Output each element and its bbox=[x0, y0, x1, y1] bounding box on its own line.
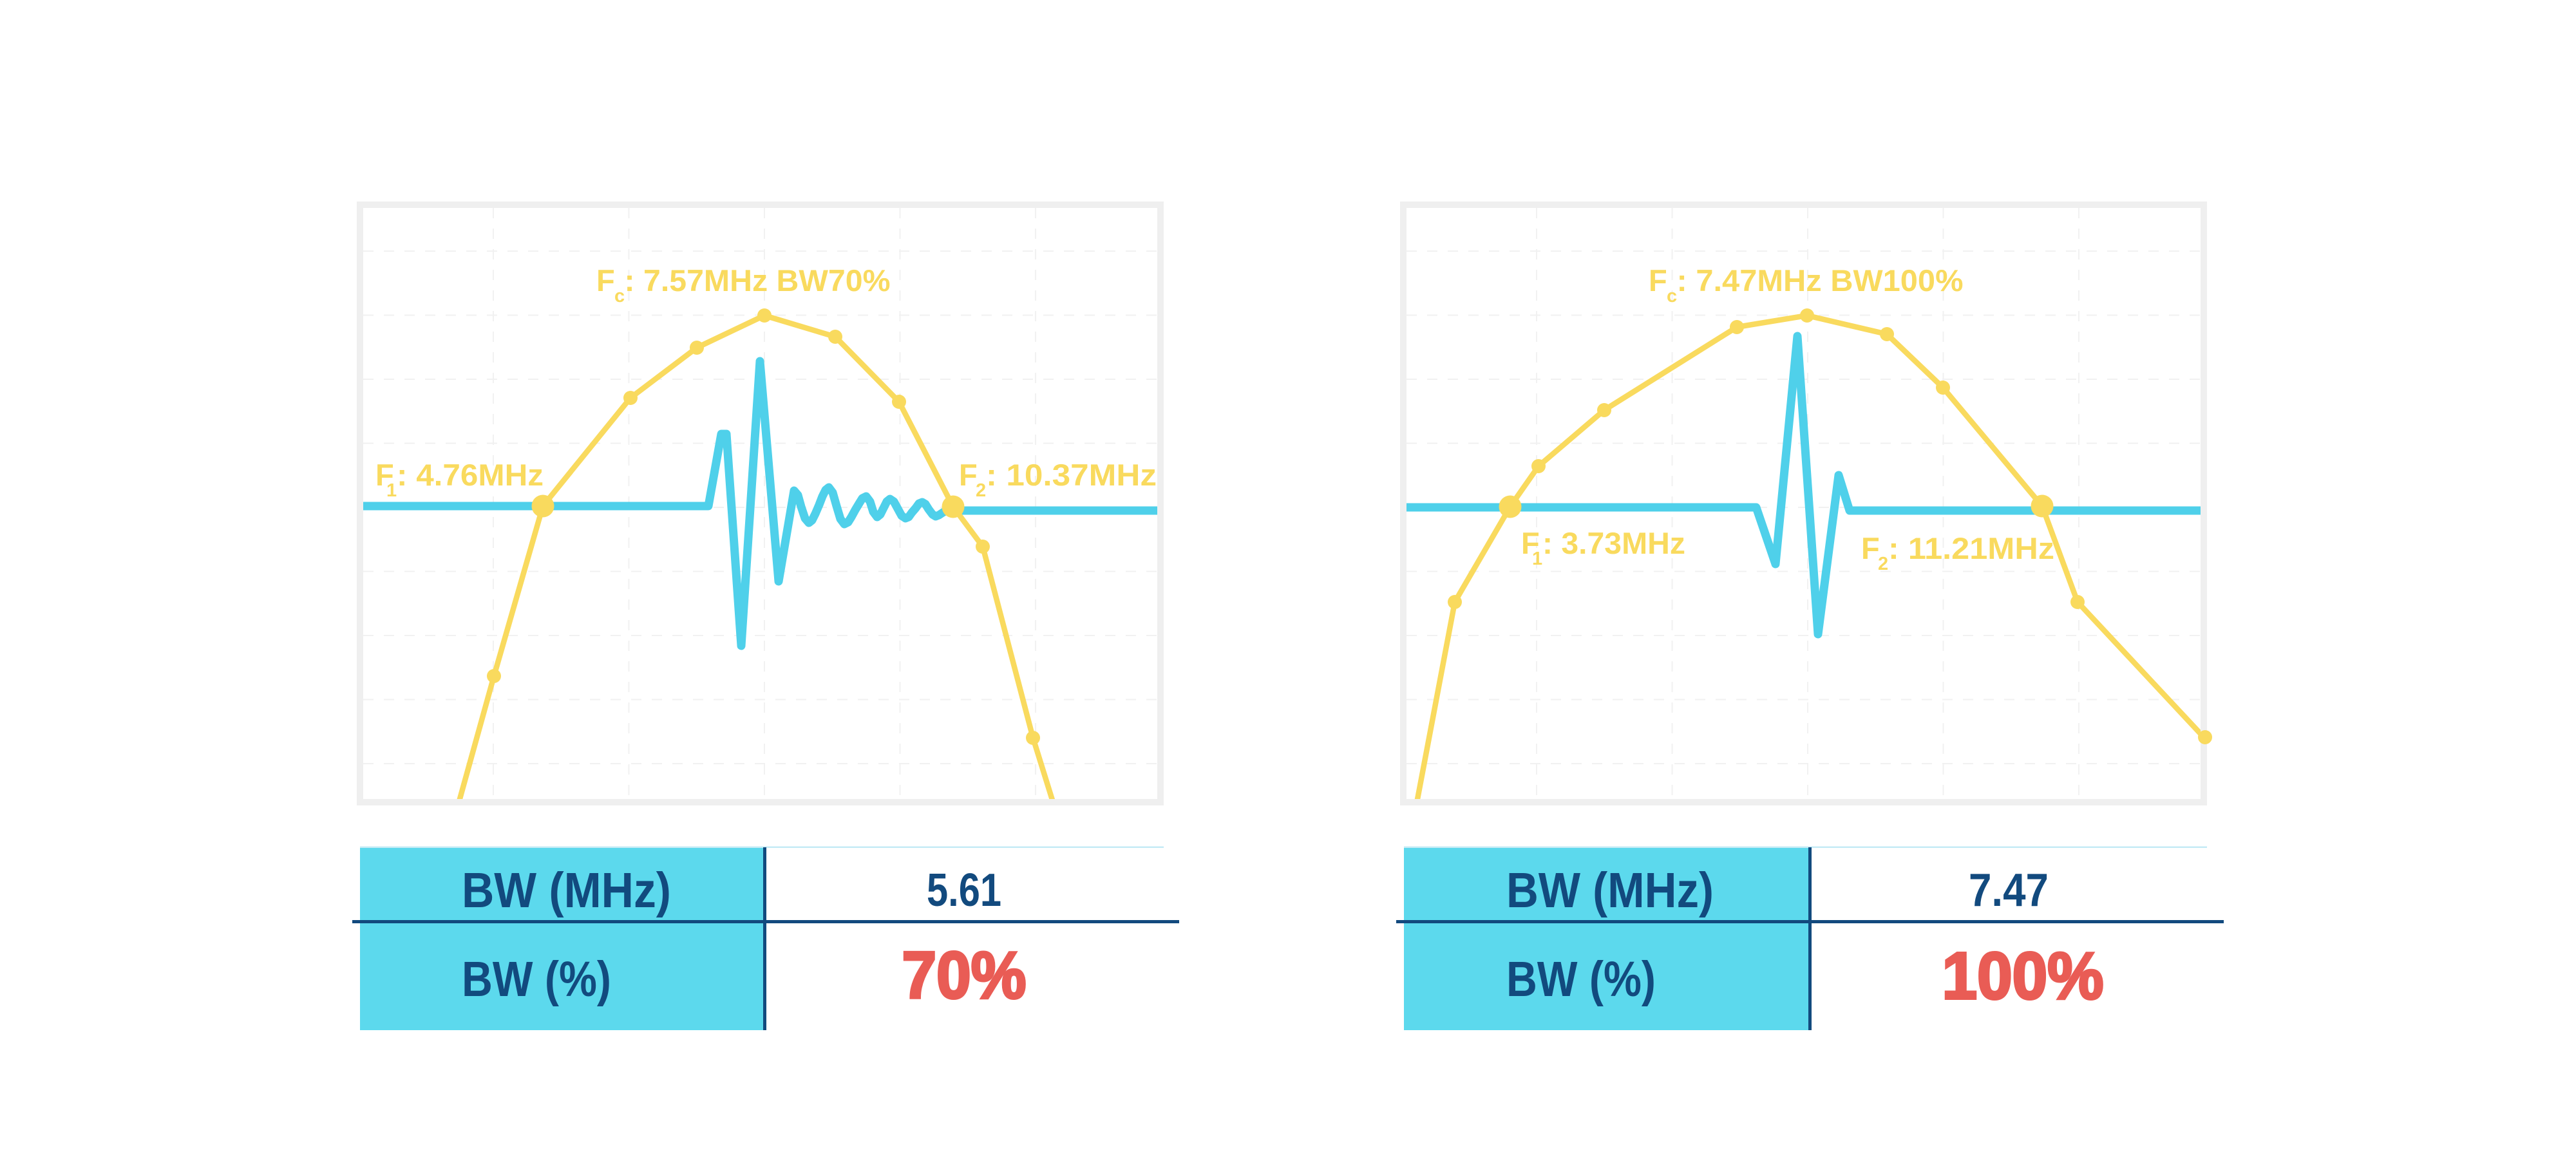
svg-text:: 4.76MHz: : 4.76MHz bbox=[397, 458, 544, 492]
svg-text:F: F bbox=[1861, 531, 1880, 565]
svg-text:BW (MHz): BW (MHz) bbox=[1506, 863, 1714, 918]
svg-text:2: 2 bbox=[1878, 554, 1888, 574]
svg-text:5.61: 5.61 bbox=[927, 865, 1001, 916]
svg-text:: 10.37MHz: : 10.37MHz bbox=[986, 458, 1157, 492]
svg-text:BW (%): BW (%) bbox=[1506, 952, 1656, 1007]
svg-text:: 3.73MHz: : 3.73MHz bbox=[1542, 526, 1685, 560]
svg-text:7.47: 7.47 bbox=[1969, 865, 2049, 916]
svg-text:F: F bbox=[596, 263, 615, 297]
svg-text:BW (MHz): BW (MHz) bbox=[462, 863, 671, 918]
svg-text:1: 1 bbox=[386, 480, 397, 501]
svg-text:1: 1 bbox=[1532, 549, 1542, 569]
svg-text:F: F bbox=[1521, 526, 1540, 560]
svg-text:70%: 70% bbox=[902, 938, 1027, 1012]
svg-text:c: c bbox=[614, 286, 625, 306]
svg-text:: 7.57MHz BW70%: : 7.57MHz BW70% bbox=[625, 263, 891, 297]
svg-text:F: F bbox=[1649, 263, 1667, 297]
svg-text:: 7.47MHz BW100%: : 7.47MHz BW100% bbox=[1677, 263, 1964, 297]
svg-text:F: F bbox=[959, 458, 978, 492]
svg-text:F: F bbox=[375, 458, 394, 492]
svg-text:: 11.21MHz: : 11.21MHz bbox=[1888, 531, 2054, 565]
svg-text:BW (%): BW (%) bbox=[462, 952, 611, 1007]
svg-text:c: c bbox=[1667, 286, 1677, 306]
svg-text:100%: 100% bbox=[1942, 939, 2104, 1013]
svg-text:2: 2 bbox=[976, 480, 986, 501]
